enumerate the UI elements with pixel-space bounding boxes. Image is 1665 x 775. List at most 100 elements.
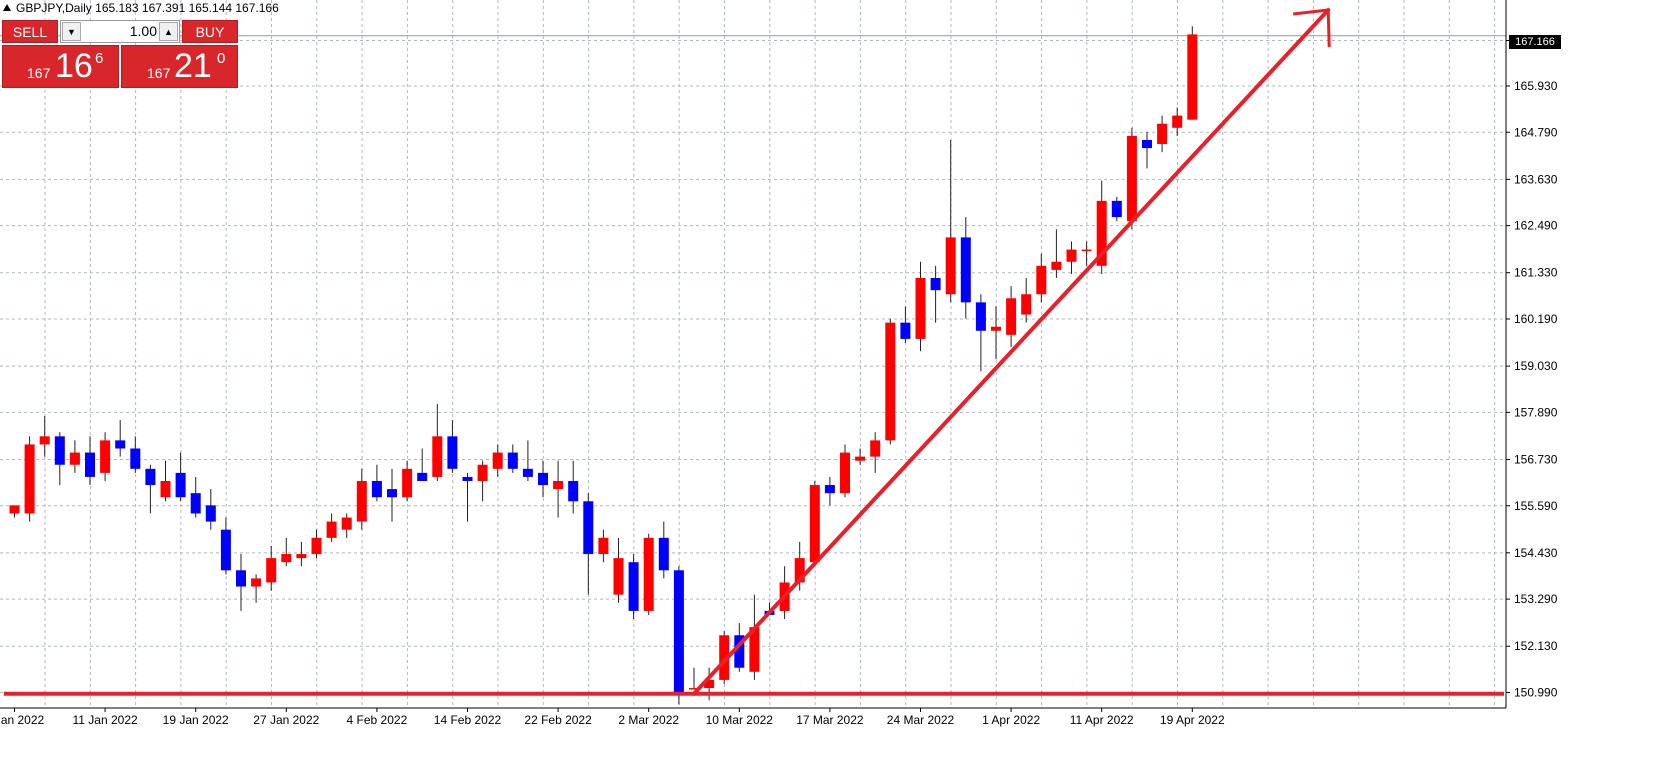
chart-drawings xyxy=(4,8,1504,696)
chart-grid xyxy=(0,0,1506,708)
ask-price-box[interactable]: 167 21 0 xyxy=(121,45,238,88)
candle-body xyxy=(855,456,866,461)
time-axis: 3 Jan 2022 11 Jan 2022 19 Jan 2022 27 Jan 2… xyxy=(0,707,1506,727)
candle-body xyxy=(915,277,926,339)
candle-body xyxy=(1081,249,1092,252)
candle-body xyxy=(266,558,277,583)
candle-body xyxy=(568,480,579,502)
y-tick-label: 155.590 xyxy=(1514,499,1558,513)
candle-body xyxy=(371,480,382,498)
sell-button[interactable]: SELL xyxy=(2,20,58,43)
candle-body xyxy=(643,537,654,611)
candle-body xyxy=(1096,200,1107,266)
x-tick-label: 19 Jan 2022 xyxy=(163,713,229,727)
ask-price-main: 21 xyxy=(174,47,212,85)
candle-body xyxy=(809,485,820,563)
candle-body xyxy=(960,237,971,303)
candle-body xyxy=(1006,298,1017,335)
candle-body xyxy=(719,635,730,680)
candle-body xyxy=(54,436,65,465)
y-tick-label: 150.990 xyxy=(1514,686,1558,700)
x-tick-label: 1 Apr 2022 xyxy=(982,713,1040,727)
candle-body xyxy=(190,493,201,514)
candle-body xyxy=(145,468,156,486)
candle-body xyxy=(840,452,850,494)
x-tick-label: 22 Feb 2022 xyxy=(524,713,592,727)
candle-body xyxy=(704,679,715,689)
candle-body xyxy=(236,570,246,587)
ask-price-pip: 0 xyxy=(217,50,226,67)
candle-body xyxy=(39,436,50,445)
candle-body xyxy=(1187,34,1198,120)
candle-body xyxy=(447,436,458,469)
candle-body xyxy=(658,537,669,571)
price-axis: 167.050165.930164.790163.630162.490161.3… xyxy=(1505,0,1558,708)
ohlc-low: 165.144 xyxy=(188,1,233,15)
candle-body xyxy=(1157,123,1168,145)
candle-body xyxy=(553,480,564,490)
candle-body xyxy=(492,452,503,469)
candle-body xyxy=(613,558,624,595)
x-tick-label: 27 Jan 2022 xyxy=(253,713,319,727)
x-tick-label: 11 Jan 2022 xyxy=(73,713,138,727)
y-tick-label: 156.730 xyxy=(1514,452,1558,466)
lot-decrease-button[interactable]: ▼ xyxy=(62,22,81,41)
candle-body xyxy=(100,440,111,473)
lot-size-stepper[interactable]: ▼ 1.00 ▲ xyxy=(60,20,180,43)
candle-body xyxy=(900,322,911,339)
candle-body xyxy=(341,517,352,530)
y-tick-label: 157.890 xyxy=(1514,405,1558,419)
candle-body xyxy=(1051,261,1062,270)
candle-body xyxy=(9,505,20,514)
y-tick-label: 159.030 xyxy=(1514,359,1558,373)
ohlc-open: 165.183 xyxy=(95,1,139,15)
x-tick-label: 17 Mar 2022 xyxy=(796,713,864,727)
candle-body xyxy=(1172,115,1183,128)
candle-body xyxy=(1021,294,1032,315)
y-tick-label: 153.290 xyxy=(1514,592,1558,606)
current-price-label: 167.166 xyxy=(1509,35,1561,49)
candle-body xyxy=(281,554,292,563)
candle-body xyxy=(115,440,126,449)
candle-body xyxy=(432,436,443,477)
ohlc-high: 167.391 xyxy=(141,1,186,15)
trend-arrow-head xyxy=(1293,8,1331,48)
trend-line xyxy=(692,8,1331,696)
y-tick-label: 161.330 xyxy=(1514,266,1558,280)
y-tick-label: 165.930 xyxy=(1514,79,1558,93)
y-tick-label: 164.790 xyxy=(1514,125,1558,139)
x-tick-label: 10 Mar 2022 xyxy=(706,713,774,727)
candle-body xyxy=(1142,139,1152,149)
candle-body xyxy=(538,472,548,486)
candle-body xyxy=(824,485,835,494)
lot-size-input[interactable]: 1.00 xyxy=(129,23,157,39)
candle-body xyxy=(1126,135,1137,222)
candle-body xyxy=(1036,265,1047,295)
candle-body xyxy=(794,558,805,583)
candle-body xyxy=(311,537,322,555)
y-tick-label: 154.430 xyxy=(1514,546,1558,560)
lot-increase-button[interactable]: ▲ xyxy=(159,22,178,41)
candle-body xyxy=(885,322,896,441)
buy-button[interactable]: BUY xyxy=(182,20,238,43)
candle-body xyxy=(296,554,307,559)
candle-body xyxy=(402,468,413,498)
candle-body xyxy=(1111,200,1122,218)
candle-body xyxy=(462,476,473,481)
candle-body xyxy=(417,472,428,481)
candle-body xyxy=(583,501,594,555)
bid-price-box[interactable]: 167 16 6 xyxy=(2,45,119,88)
one-click-trading-panel: SELL ▼ 1.00 ▲ BUY 167 16 6 167 21 0 xyxy=(2,20,239,88)
candle-body xyxy=(85,452,95,477)
chart-header: GBPJPY,Daily 165.183 167.391 165.144 167… xyxy=(16,1,279,15)
bid-price-main: 16 xyxy=(55,47,93,85)
candle-body xyxy=(870,440,881,457)
candle-body xyxy=(673,570,684,693)
candle-body xyxy=(477,464,488,481)
x-tick-label: 11 Apr 2022 xyxy=(1070,713,1134,727)
candle-body xyxy=(689,688,699,690)
collapse-arrow-icon[interactable] xyxy=(3,4,11,11)
x-tick-label: 14 Feb 2022 xyxy=(434,713,502,727)
candle-body xyxy=(507,452,518,469)
